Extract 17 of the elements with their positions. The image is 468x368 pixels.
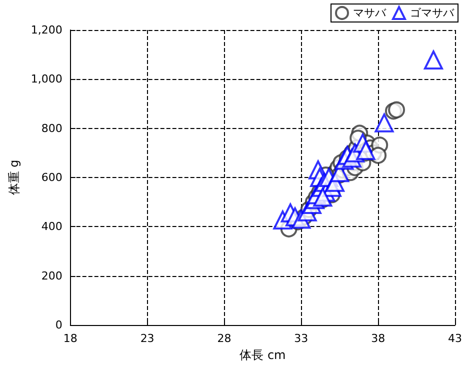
y-tick-label: 0 bbox=[55, 318, 62, 332]
y-tick-label: 1,000 bbox=[30, 72, 62, 86]
y-tick-label: 200 bbox=[41, 269, 62, 282]
y-tick-label: 400 bbox=[41, 220, 62, 234]
x-tick-label: 43 bbox=[448, 332, 462, 345]
y-axis-title: 体重 g bbox=[7, 160, 21, 196]
y-tick-label: 600 bbox=[41, 171, 62, 184]
y-tick-label: 800 bbox=[41, 122, 62, 135]
legend-label: マサバ bbox=[353, 6, 387, 20]
legend-label: ゴマサバ bbox=[410, 6, 455, 20]
x-axis-title: 体長 cm bbox=[240, 348, 286, 362]
x-tick-label: 23 bbox=[140, 332, 154, 345]
x-tick-label: 18 bbox=[63, 332, 78, 345]
x-tick-label: 33 bbox=[294, 332, 308, 345]
y-tick-label: 1,200 bbox=[30, 24, 62, 36]
x-tick-label: 28 bbox=[217, 332, 232, 345]
x-tick-label: 38 bbox=[371, 332, 386, 345]
